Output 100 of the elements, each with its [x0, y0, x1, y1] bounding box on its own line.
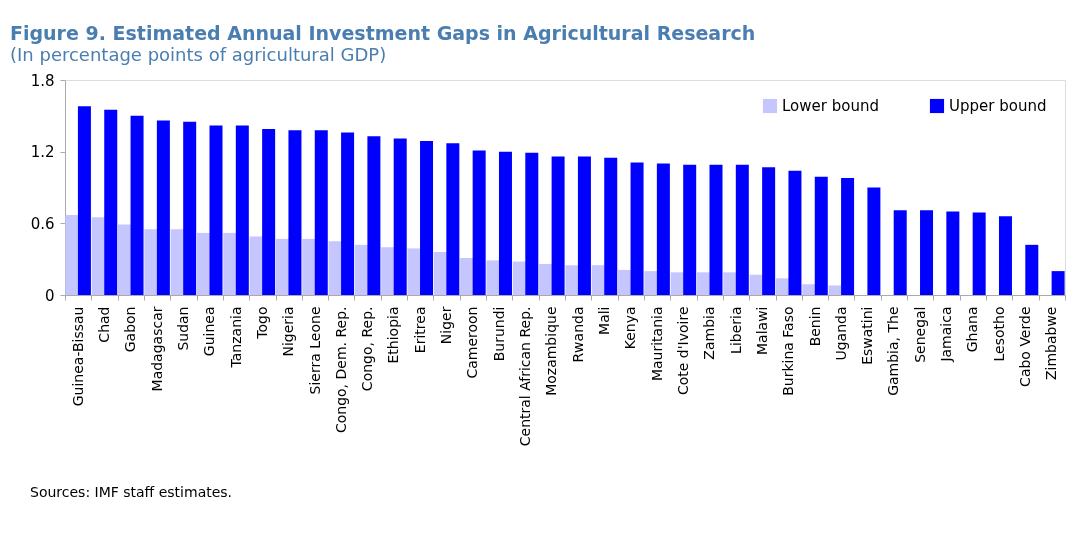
bar: [130, 115, 144, 295]
bar: [118, 224, 132, 295]
x-tick-label: Congo, Dem. Rep.: [332, 306, 349, 434]
bar: [644, 271, 658, 295]
bar: [577, 156, 591, 295]
bar: [683, 164, 697, 295]
bar: [302, 238, 316, 295]
x-tick-label: Rwanda: [569, 306, 586, 363]
x-tick-label: Congo, Rep.: [359, 306, 376, 392]
x-tick-label: Burundi: [490, 306, 507, 362]
bar: [788, 170, 802, 295]
x-tick-label: Malawi: [753, 306, 770, 355]
bar: [235, 125, 249, 295]
bar: [709, 164, 723, 295]
bar: [486, 260, 500, 295]
bar: [920, 210, 934, 295]
x-tick-label: Uganda: [832, 306, 849, 361]
bar: [604, 157, 618, 295]
bar: [288, 130, 302, 295]
x-tick-label: Ghana: [964, 306, 981, 353]
x-tick-label: Eswatini: [859, 306, 876, 365]
bar: [630, 162, 644, 295]
legend-label: Lower bound: [782, 97, 879, 115]
bar: [618, 269, 632, 295]
x-tick-label: Gambia, The: [885, 306, 902, 396]
bar: [407, 248, 421, 295]
x-tick-label: Ethiopia: [385, 306, 402, 364]
bar: [209, 125, 223, 295]
x-tick-label: Cabo Verde: [1017, 306, 1034, 387]
bar: [472, 150, 486, 295]
y-tick-label: 0.6: [30, 214, 55, 233]
bar: [433, 252, 447, 295]
x-tick-label: Central African Rep.: [517, 306, 534, 447]
x-tick-label: Guinea-Bissau: [69, 306, 86, 407]
bar: [65, 214, 79, 295]
bar: [893, 210, 907, 295]
bar: [314, 130, 328, 295]
bar: [249, 236, 263, 295]
bar: [393, 138, 407, 295]
bar: [1025, 244, 1039, 295]
bar: [762, 167, 776, 295]
x-tick-label: Eritrea: [411, 306, 428, 354]
x-tick-label: Zambia: [701, 306, 718, 360]
x-tick-label: Mauritania: [648, 306, 665, 382]
x-tick-label: Madagascar: [148, 306, 165, 392]
bar: [670, 272, 684, 295]
bar: [156, 120, 170, 295]
source-note: Sources: IMF staff estimates.: [30, 484, 233, 500]
bar: [341, 132, 355, 295]
bar: [802, 284, 816, 295]
bar: [735, 164, 749, 295]
bar: [446, 143, 460, 295]
bar: [998, 216, 1012, 295]
x-tick-label: Cote d'Ivoire: [674, 306, 691, 396]
x-tick-label: Gabon: [122, 306, 139, 353]
x-tick-label: Niger: [438, 306, 455, 345]
bar: [170, 229, 184, 295]
x-tick-label: Sierra Leone: [306, 306, 323, 395]
bar: [381, 247, 395, 295]
x-tick-label: Lesotho: [990, 306, 1007, 362]
bar: [867, 187, 881, 295]
bar: [262, 128, 276, 295]
y-tick-label: 1.2: [30, 143, 55, 162]
bar: [841, 177, 855, 295]
bar: [551, 156, 565, 295]
bar: [275, 238, 289, 295]
bar: [91, 217, 105, 295]
bar: [828, 285, 842, 295]
bar: [1051, 271, 1065, 295]
bar: [144, 229, 158, 295]
x-tick-label: Jamaica: [938, 306, 955, 363]
x-tick-label: Benin: [806, 306, 823, 347]
bar: [328, 241, 342, 295]
x-tick-label: Nigeria: [280, 306, 297, 357]
y-tick-label: 0: [44, 286, 55, 305]
x-tick-label: Tanzania: [227, 306, 244, 369]
bar: [775, 278, 789, 295]
bar: [656, 163, 670, 295]
x-tick-label: Chad: [95, 306, 112, 343]
bar: [77, 106, 91, 295]
bar: [367, 136, 381, 295]
chart-title: Figure 9. Estimated Annual Investment Gaps in Agricultural Research: [10, 22, 756, 44]
bar: [460, 257, 474, 295]
x-tick-label: Mozambique: [543, 306, 560, 396]
x-tick-label: Togo: [253, 306, 270, 340]
x-tick-label: Kenya: [622, 306, 639, 350]
bar: [354, 244, 368, 295]
y-tick-label: 1.8: [30, 71, 55, 90]
bar: [183, 121, 197, 295]
x-tick-label: Mali: [595, 306, 612, 335]
bar: [723, 272, 737, 295]
bar: [591, 265, 605, 295]
bar: [498, 151, 512, 295]
bar: [223, 232, 237, 295]
bar: [420, 140, 434, 295]
bar: [946, 211, 960, 295]
bar: [512, 261, 526, 295]
bar: [539, 263, 553, 295]
bar: [196, 232, 210, 295]
chart-subtitle: (In percentage points of agricultural GDP): [10, 44, 387, 65]
